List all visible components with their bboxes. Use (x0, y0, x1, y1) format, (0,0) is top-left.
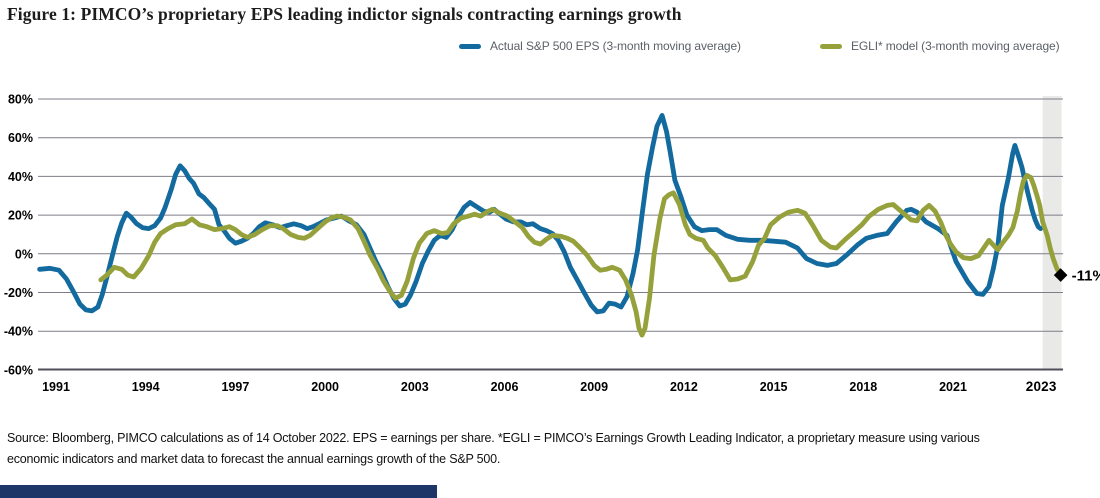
y-tick-label: 80% (8, 93, 33, 107)
legend-label-actual-eps: Actual S&P 500 EPS (3-month moving avera… (490, 39, 741, 53)
y-tick-label: 20% (8, 209, 33, 223)
endpoint-diamond-marker (1053, 268, 1068, 282)
x-tick-label-1997: 1997 (221, 380, 249, 394)
legend-item-egli-model: EGLI* model (3-month moving average) (820, 39, 1060, 53)
x-tick-label-2015: 2015 (760, 380, 788, 394)
annotation-value-label: -11% (1072, 268, 1100, 285)
source-note-line1: Source: Bloomberg, PIMCO calculations as… (7, 431, 980, 445)
page-title: Figure 1: PIMCO’s proprietary EPS leadin… (7, 4, 682, 24)
y-tick-label: -40% (4, 325, 33, 339)
forecast-band (1042, 96, 1062, 370)
x-tick-label-2018: 2018 (849, 380, 877, 394)
legend-item-actual-eps: Actual S&P 500 EPS (3-month moving avera… (459, 39, 741, 53)
series-line-actual-eps (37, 113, 1043, 315)
chart-canvas: 80% 60% 40% 20% 0% -20% -40% -60% 1991 1994 1997 20… (4, 93, 1100, 395)
legend-swatch-egli-model (820, 43, 842, 49)
y-tick-label: 60% (8, 131, 33, 145)
source-note-line2: economic indicators and market data to f… (7, 452, 501, 466)
legend-swatch-actual-eps (459, 43, 481, 49)
x-tick-label-2006: 2006 (491, 380, 519, 394)
x-tick-label-2000: 2000 (311, 380, 339, 394)
y-tick-label: 0% (15, 247, 33, 261)
y-tick-label: 40% (8, 170, 33, 184)
x-tick-label-2009: 2009 (580, 380, 608, 394)
x-tick-label-2012: 2012 (670, 380, 698, 394)
y-tick-label: -60% (4, 363, 33, 377)
series-line-egli-model (98, 172, 1063, 338)
x-tick-label-2023: 2023 (1026, 379, 1057, 394)
x-tick-label-2021: 2021 (939, 380, 967, 394)
x-tick-label-2003: 2003 (401, 380, 429, 394)
y-tick-label: -20% (4, 286, 33, 300)
x-tick-label-1991: 1991 (42, 380, 70, 394)
source-note: Source: Bloomberg, PIMCO calculations as… (7, 428, 1100, 470)
legend-label-egli-model: EGLI* model (3-month moving average) (851, 39, 1060, 53)
x-tick-label-1994: 1994 (132, 380, 160, 394)
footer-brand-bar (0, 485, 437, 498)
